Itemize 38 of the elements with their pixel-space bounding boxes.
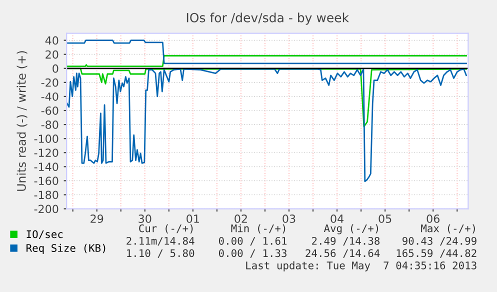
x-tick-label: 04 [330,214,344,223]
chart-title: IOs for /dev/sda - by week [186,12,350,25]
y-tick-label: -40 [41,92,58,101]
y-tick-label: 40 [45,36,58,45]
text: 2.11m/14.84 [126,236,194,246]
y-tick-label: -180 [34,190,58,200]
x-tick-label: 29 [90,214,104,223]
y-tick-label: -100 [34,134,58,143]
y-tick-label: -200 [34,204,58,214]
text: 24.56 /14.64 [306,249,380,258]
y-tick-label: -80 [41,120,58,129]
y-tick-label: -120 [34,148,58,157]
x-tick-label: 03 [282,214,296,223]
y-tick-label: -60 [41,106,58,115]
text: 0.00 / 1.33 [218,249,286,258]
text: Min (-/+) [231,224,286,234]
text: 90.43 /24.99 [402,236,476,246]
legend-label: IO/sec [26,230,63,239]
text: 2.49 /14.38 [312,236,380,246]
y-tick-label: -140 [34,162,58,172]
x-tick-label: 06 [426,214,440,223]
text: 0.00 / 1.61 [218,236,287,246]
x-tick-label: 01 [186,214,199,223]
legend-label: Req Size (KB) [26,244,106,254]
y-axis-title: Units read (-) / write (+) [16,51,28,191]
text: Max (-/+) [421,224,475,234]
x-tick-label: 30 [138,214,152,223]
x-tick-label: 02 [234,214,247,223]
text: Last update: Tue May 7 04:35:16 2013 [246,261,476,272]
text: Avg (-/+) [324,224,378,234]
text: 1.10 / 5.80 [127,249,194,258]
y-tick-label: -160 [34,176,58,186]
text: Cur (-/+) [139,224,193,234]
text: 165.59 /44.82 [396,249,476,258]
x-tick-label: 05 [378,214,392,223]
y-tick-label: -20 [41,78,58,87]
y-tick-label: 0 [52,64,58,73]
y-tick-label: 20 [46,50,58,59]
